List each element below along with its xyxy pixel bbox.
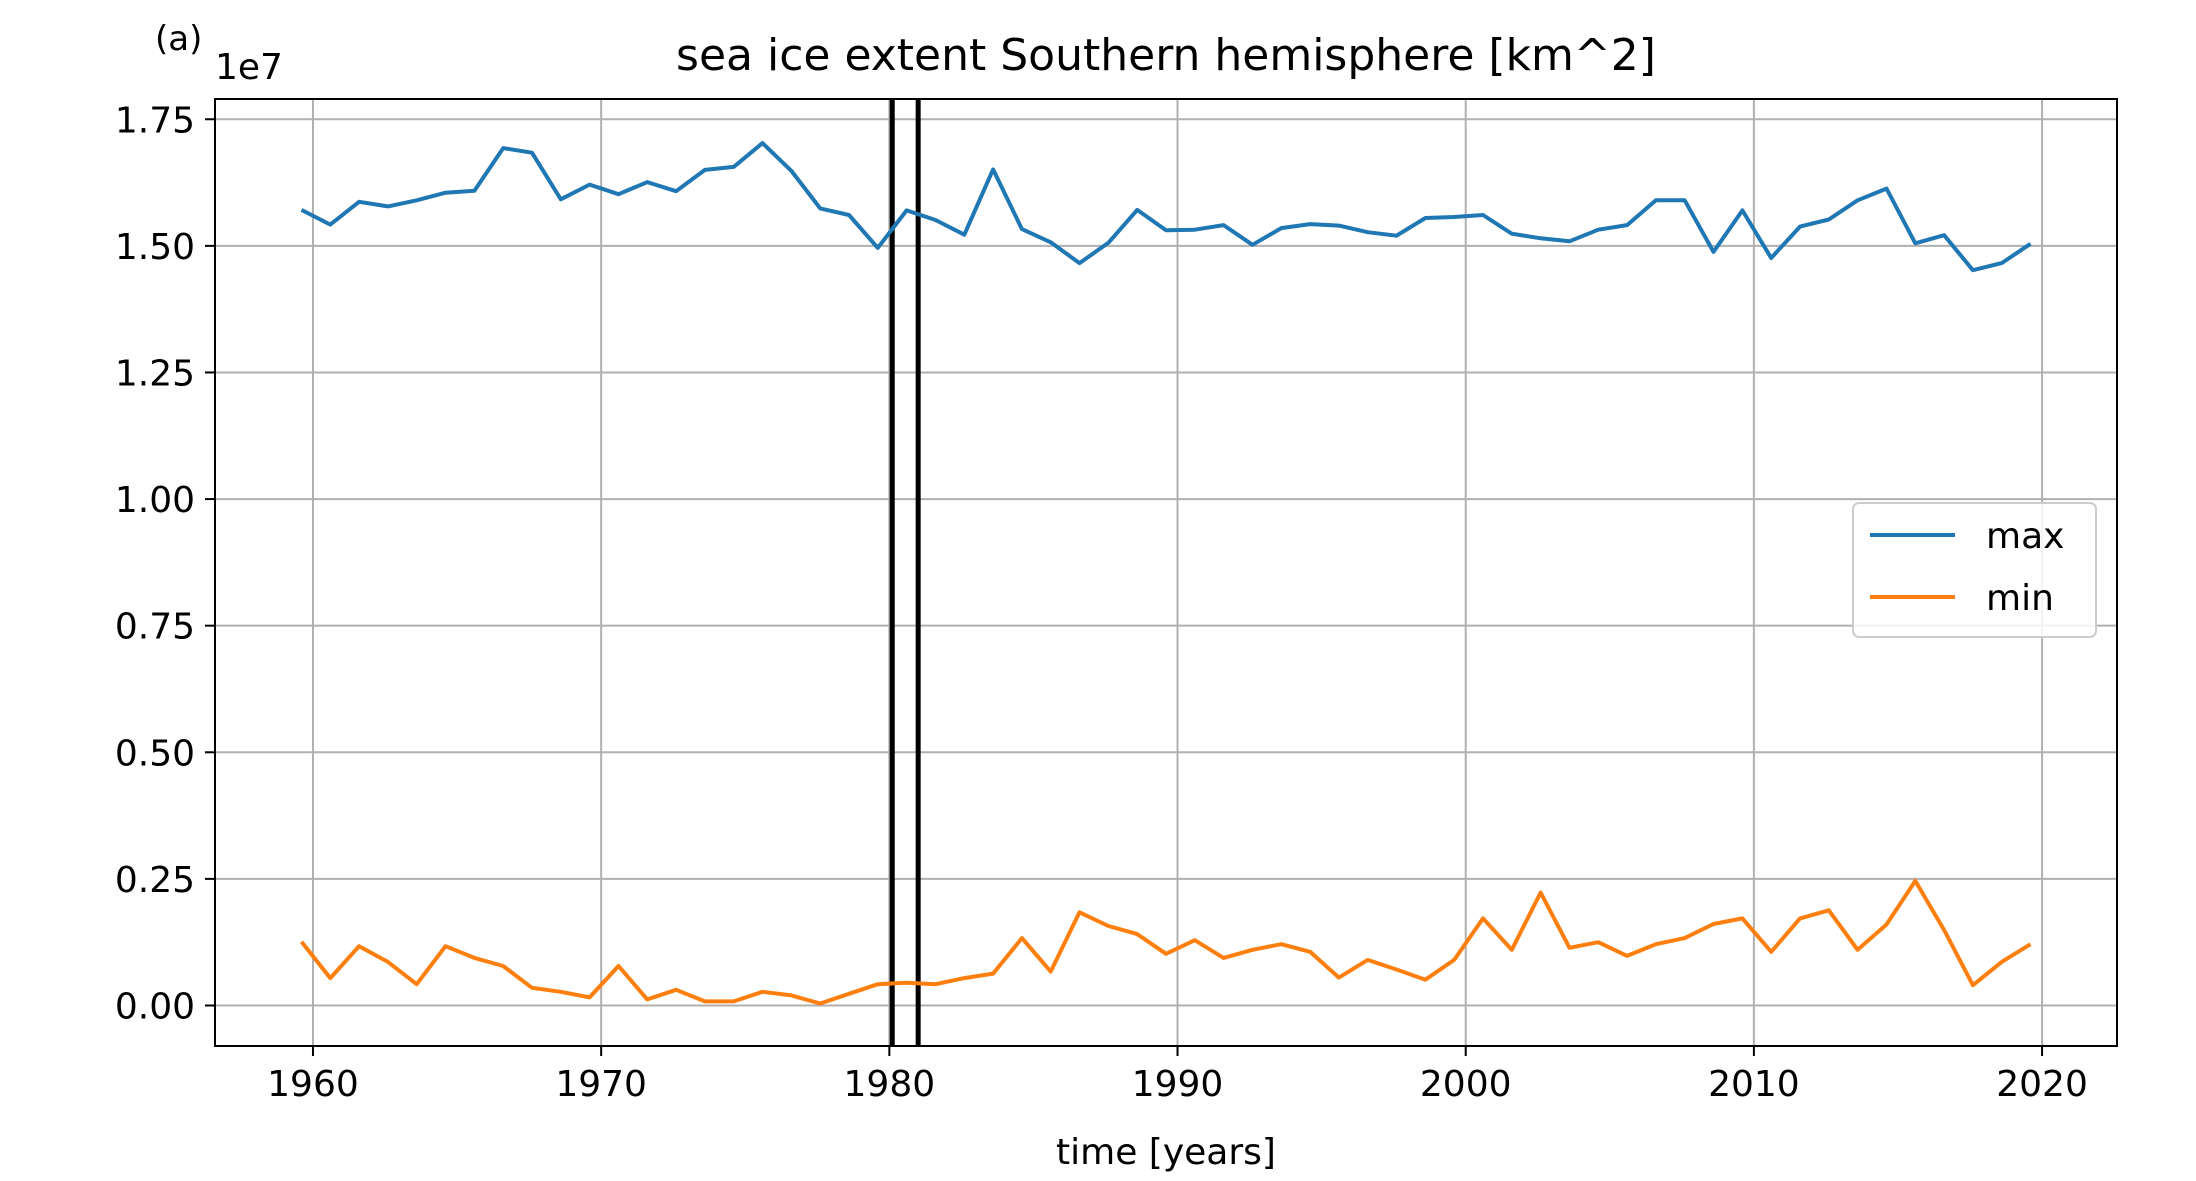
x-tick-label: 1980 (844, 1064, 936, 1105)
x-axis-ticks: 1960 1970 1980 1990 2000 2010 2020 (267, 1046, 2088, 1105)
x-tick-label: 2020 (1996, 1064, 2088, 1105)
y-tick-label: 0.50 (115, 733, 195, 774)
legend: max min (1852, 502, 2097, 638)
y-tick-label: 0.75 (115, 607, 195, 648)
x-tick-label: 1970 (555, 1064, 647, 1105)
y-tick-label: 1.75 (115, 100, 195, 141)
panel-label: (a) (155, 19, 202, 59)
plot-frame (214, 98, 2118, 1047)
y-tick-label: 1.25 (115, 353, 195, 394)
y-tick-label: 1.50 (115, 227, 195, 268)
series-line-max (300, 141, 2032, 273)
chart-title: sea ice extent Southern hemisphere [km^2… (676, 30, 1656, 81)
x-tick-label: 1990 (1132, 1064, 1224, 1105)
x-tick-label: 2010 (1708, 1064, 1800, 1105)
x-axis-label: time [years] (1056, 1132, 1276, 1173)
y-tick-label: 1.00 (115, 480, 195, 521)
y-tick-label: 0.25 (115, 860, 195, 901)
legend-label-max: max (1986, 516, 2064, 557)
legend-label-min: min (1986, 578, 2054, 619)
x-tick-label: 1960 (267, 1064, 359, 1105)
x-tick-label: 2000 (1420, 1064, 1512, 1105)
series-line-min (299, 878, 2032, 1006)
y-tick-label: 0.00 (115, 986, 195, 1027)
series-lines (299, 141, 2032, 1006)
y-axis-ticks: 0.00 0.25 0.50 0.75 1.00 1.25 1.50 1.75 (115, 100, 215, 1027)
y-offset-label: 1e7 (215, 47, 283, 88)
vertical-markers (889, 99, 921, 1046)
grid (215, 99, 2117, 1046)
